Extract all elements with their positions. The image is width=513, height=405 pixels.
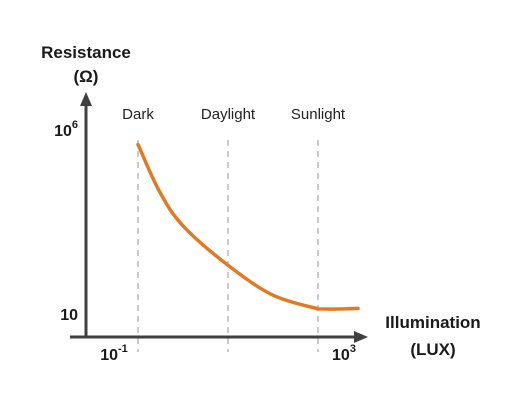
y-tick-label: 106 — [54, 119, 78, 140]
region-label-sunlight: Sunlight — [291, 106, 346, 123]
region-labels: Dark Daylight Sunlight — [122, 106, 346, 123]
x-axis-title-line1: Illumination — [385, 313, 480, 332]
x-axis-title-line2: (LUX) — [410, 340, 455, 359]
y-axis-title-line1: Resistance — [41, 43, 131, 62]
tick-labels: 106 10 10-1 103 — [54, 119, 356, 364]
region-guides — [137, 140, 319, 352]
x-tick-label: 103 — [332, 343, 356, 364]
series-line — [136, 142, 360, 311]
y-axis-title-line2: (Ω) — [74, 67, 99, 86]
y-tick-label: 10 — [60, 307, 78, 324]
axes — [70, 92, 368, 343]
x-axis-arrow — [354, 331, 368, 343]
x-tick-label: 10-1 — [100, 343, 128, 364]
y-axis-arrow — [80, 92, 92, 106]
region-label-dark: Dark — [122, 106, 154, 123]
region-label-daylight: Daylight — [201, 106, 256, 123]
series-layer — [136, 142, 360, 311]
